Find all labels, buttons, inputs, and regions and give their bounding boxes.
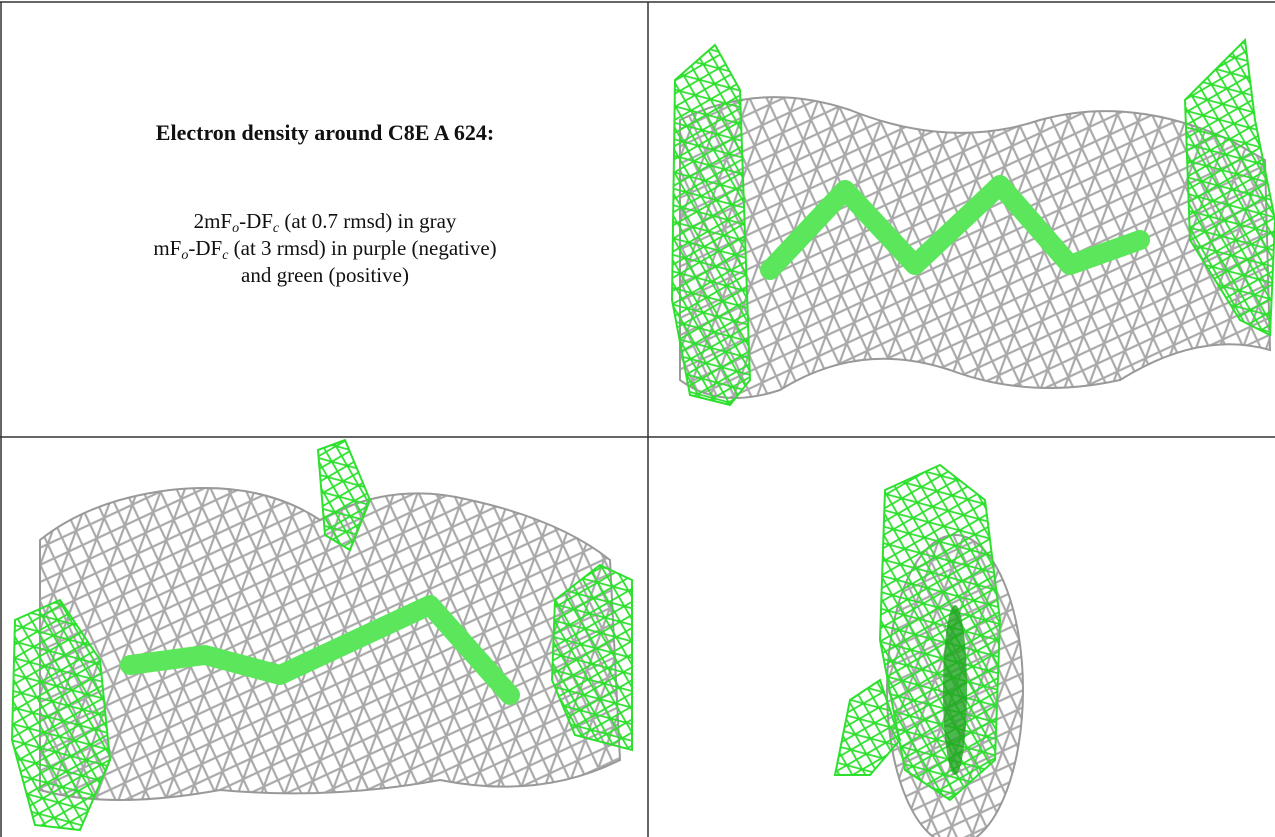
text: 2mF bbox=[193, 209, 233, 233]
text: (at 0.7 rmsd) in gray bbox=[279, 209, 457, 233]
density-view-2 bbox=[10, 438, 633, 832]
subscript: c bbox=[272, 221, 280, 236]
caption-line: mFo-DFc (at 3 rmsd) in purple (negative) bbox=[40, 235, 610, 263]
caption-title: Electron density around C8E A 624: bbox=[155, 120, 495, 145]
text: mF bbox=[153, 236, 182, 260]
caption: Electron density around C8E A 624: 2mFo-… bbox=[40, 120, 610, 289]
subscript: c bbox=[222, 248, 229, 263]
subscript: o bbox=[232, 221, 240, 236]
text: (at 3 rmsd) in purple (negative) bbox=[228, 236, 497, 260]
text: -DF bbox=[239, 209, 273, 233]
density-view-3 bbox=[833, 463, 1024, 837]
text: and green (positive) bbox=[241, 263, 409, 287]
text: -DF bbox=[188, 236, 223, 260]
caption-line: and green (positive) bbox=[40, 262, 610, 289]
subscript: o bbox=[181, 248, 189, 263]
caption-line: 2mFo-DFc (at 0.7 rmsd) in gray bbox=[40, 208, 610, 236]
density-view-1 bbox=[670, 37, 1275, 407]
